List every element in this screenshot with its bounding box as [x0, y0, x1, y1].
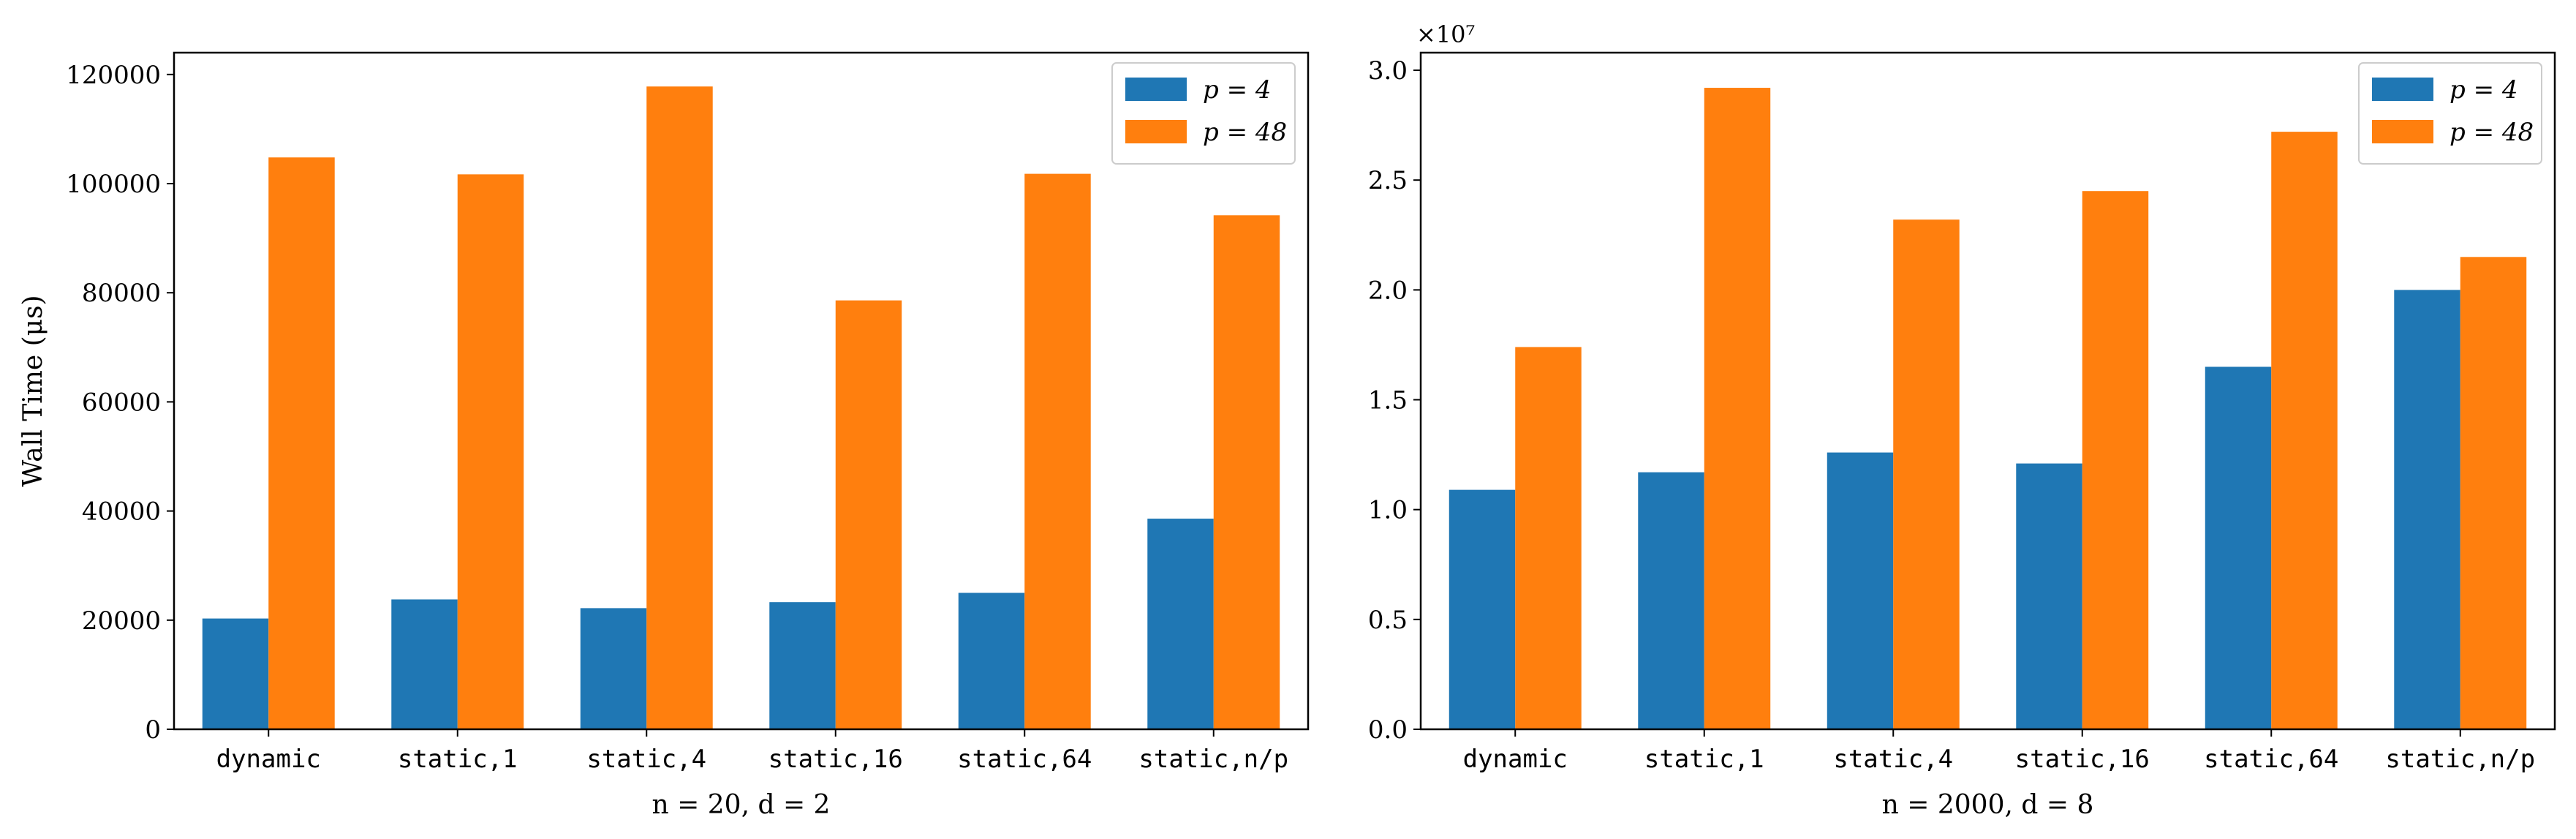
bar-p=48-3 [835, 300, 902, 730]
bar-p=4-5 [1147, 519, 1214, 729]
y-tick-label: 0.0 [1368, 715, 1408, 745]
y-tick-label: 0.5 [1368, 606, 1408, 635]
x-axis-label: n = 2000, d = 8 [1882, 790, 2094, 820]
y-tick-label: 1.5 [1368, 386, 1408, 415]
x-axis-label: n = 20, d = 2 [652, 790, 831, 820]
legend: p = 4 p = 48 [1111, 62, 1296, 165]
y-tick-label: 20000 [82, 606, 161, 636]
x-tick-label: static,16 [2015, 745, 2150, 774]
bar-p=48-5 [2460, 257, 2527, 729]
legend-swatch [2372, 78, 2433, 101]
y-axis-label: Wall Time (μs) [18, 295, 48, 486]
legend-swatch [2372, 120, 2433, 143]
bar-p=4-0 [1448, 489, 1516, 729]
legend-swatch [1125, 78, 1187, 101]
y-tick-label: 3.0 [1368, 56, 1408, 86]
bar-p=4-5 [2394, 290, 2460, 729]
y-tick-label: 40000 [82, 497, 161, 527]
bar-p=4-3 [2016, 463, 2082, 729]
y-tick-label: 2.5 [1368, 166, 1408, 195]
bar-p=48-5 [1213, 215, 1280, 729]
chart-panel-right: 0.0 0.5 1.0 1.5 2.0 2.5 3.0 dynamic static,1 sta… [1368, 20, 2556, 820]
bar-p=4-3 [769, 602, 836, 729]
x-tick-label: dynamic [1463, 745, 1568, 774]
bar-p=4-4 [2205, 366, 2272, 729]
x-tick-label: static,n/p [2385, 745, 2535, 774]
bars-group [1448, 88, 2527, 730]
legend-swatch [1125, 120, 1187, 143]
x-tick-label: static,4 [586, 745, 706, 774]
bar-p=48-0 [1515, 347, 1582, 729]
x-tick-label: static,64 [2204, 745, 2338, 774]
bar-p=4-4 [958, 592, 1025, 729]
bar-p=4-1 [1638, 472, 1704, 729]
legend: p = 4 p = 48 [2358, 62, 2542, 165]
y-tick-label: 120000 [66, 61, 161, 90]
x-ticks-group: dynamic static,1 static,4 static,16 static,6… [216, 729, 1288, 774]
bar-p=48-2 [646, 86, 713, 729]
bar-p=48-1 [457, 174, 524, 729]
x-tick-label: static,1 [1644, 745, 1764, 774]
legend-label: p = 4 [2450, 75, 2518, 105]
x-tick-label: static,64 [957, 745, 1092, 774]
plot-frame [1419, 51, 2556, 731]
legend-label: p = 4 [1203, 75, 1272, 105]
x-tick-label: dynamic [216, 745, 321, 774]
x-tick-label: static,n/p [1138, 745, 1288, 774]
bar-p=48-4 [2271, 132, 2338, 729]
y-tick-label: 100000 [66, 170, 161, 199]
bar-p=48-2 [1893, 219, 1960, 729]
bars-group [202, 86, 1280, 730]
y-tick-label: 0 [145, 715, 161, 745]
y-ticks-group: 0.0 0.5 1.0 1.5 2.0 2.5 3.0 [1368, 56, 1421, 745]
bar-p=48-3 [2082, 191, 2149, 729]
y-tick-label: 1.0 [1368, 496, 1408, 525]
y-tick-label: 60000 [82, 388, 161, 417]
legend-label: p = 48 [1203, 118, 1287, 147]
x-tick-label: static,4 [1833, 745, 1953, 774]
bar-p=4-2 [1827, 452, 1894, 729]
x-tick-label: static,1 [398, 745, 518, 774]
bar-p=48-0 [268, 157, 335, 729]
x-ticks-group: dynamic static,1 static,4 static,16 static,6… [1463, 729, 2535, 774]
bar-p=4-2 [580, 608, 647, 729]
bar-p=4-1 [391, 599, 458, 729]
x-tick-label: static,16 [768, 745, 903, 774]
y-axis-offset-text: ×10⁷ [1416, 20, 1475, 48]
chart-panel-left: 0 20000 40000 60000 80000 100000 120000 dynami… [18, 51, 1310, 820]
legend-label: p = 48 [2450, 118, 2534, 147]
bar-p=48-4 [1024, 173, 1091, 729]
y-tick-label: 80000 [82, 279, 161, 308]
bar-p=48-1 [1704, 88, 1771, 730]
bar-p=4-0 [202, 618, 269, 729]
y-ticks-group: 0 20000 40000 60000 80000 100000 120000 [66, 61, 174, 745]
plot-frame [173, 51, 1310, 731]
y-tick-label: 2.0 [1368, 276, 1408, 305]
